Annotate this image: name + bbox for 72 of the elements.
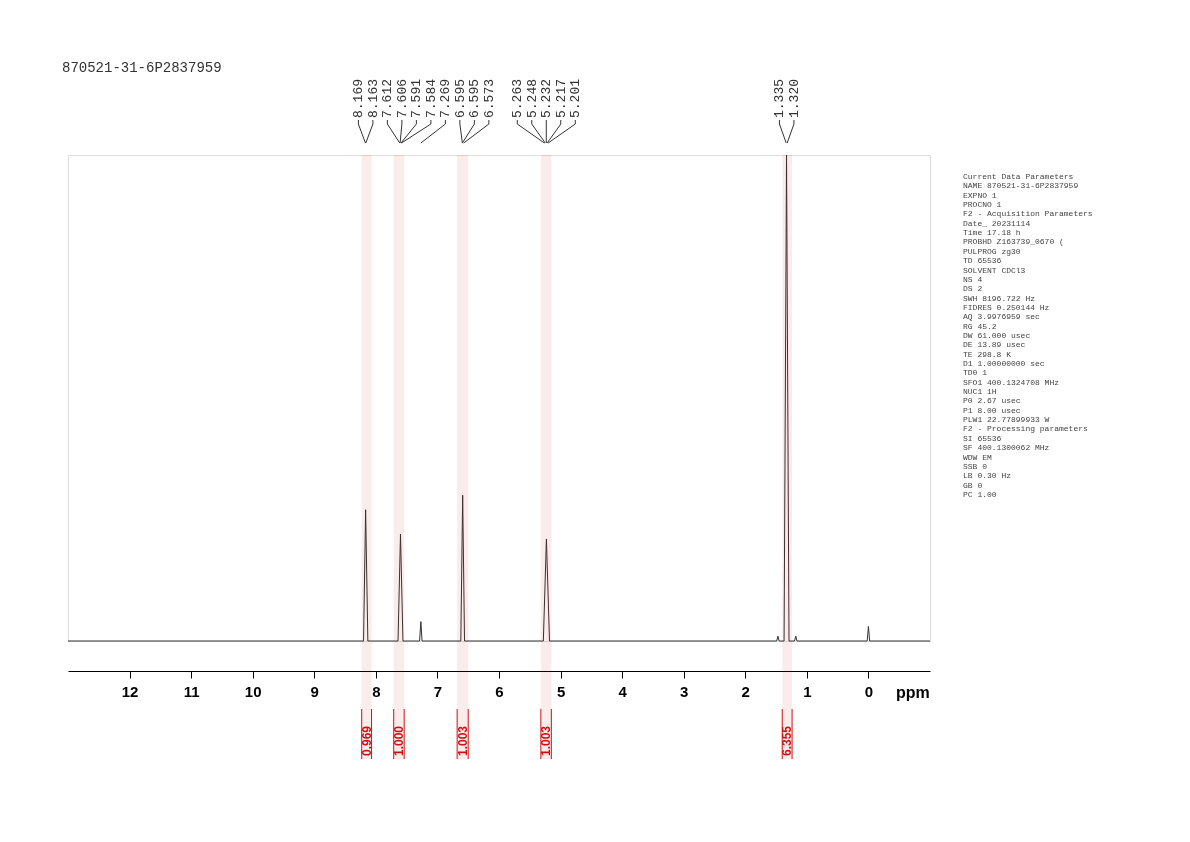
text: 6.573 <box>481 78 497 118</box>
x-tick-label: 1 <box>803 682 812 700</box>
text: Date_ 20231114 <box>963 218 1031 228</box>
x-tick-label: 7 <box>433 682 443 700</box>
text: 5.248 <box>524 78 540 118</box>
text: PLW1 22.77899933 W <box>963 415 1050 425</box>
text: 7.584 <box>423 78 439 118</box>
text: PROCNO 1 <box>963 200 1002 210</box>
text: DS 2 <box>963 284 983 294</box>
x-tick-label: 4 <box>618 682 628 700</box>
band-label: 1.003 <box>539 725 554 757</box>
x-tick-label: 3 <box>680 682 689 700</box>
x-tick-label: 2 <box>741 682 750 700</box>
text: 7.269 <box>438 78 454 118</box>
x-tick-label: 10 <box>244 682 262 700</box>
text: TD 65536 <box>963 256 1002 266</box>
text: 1.335 <box>772 78 788 118</box>
text: NUC1 1H <box>963 387 997 397</box>
text: SFO1 400.1324708 MHz <box>963 377 1060 387</box>
text: 7.606 <box>394 78 410 118</box>
text: 8.163 <box>365 78 381 118</box>
text: 5.263 <box>510 78 526 118</box>
chart-title: 870521-31-6P2837959 <box>62 60 222 76</box>
text: 8.169 <box>351 78 367 118</box>
text: SWH 8196.722 Hz <box>963 293 1036 303</box>
text: P1 8.00 usec <box>963 405 1021 415</box>
text: 7.612 <box>380 78 396 118</box>
text: F2 - Processing parameters <box>963 424 1089 434</box>
text: 5.232 <box>539 78 555 118</box>
text: WDW EM <box>963 452 992 462</box>
text: NS 4 <box>963 274 983 284</box>
text: SOLVENT CDCl3 <box>963 265 1026 275</box>
text: NAME 870521-31-6P2837959 <box>963 181 1079 191</box>
band-label: 6.355 <box>780 725 795 757</box>
text: 1.320 <box>786 78 802 118</box>
x-tick-label: 6 <box>495 682 504 700</box>
text: 5.217 <box>553 78 569 118</box>
x-tick-label: 9 <box>310 682 319 700</box>
band-label: 1.000 <box>391 725 406 757</box>
x-tick-label: 11 <box>183 682 200 700</box>
band-label: 0.969 <box>359 725 374 757</box>
text: 7.591 <box>409 78 425 118</box>
text: 5.201 <box>568 78 584 118</box>
x-axis-title: ppm <box>896 684 930 701</box>
text: SI 65536 <box>963 433 1002 443</box>
x-tick-label: 5 <box>556 682 566 700</box>
text: SF 400.1300062 MHz <box>963 443 1050 453</box>
text: PC 1.00 <box>963 489 997 499</box>
text: AQ 3.9976959 sec <box>963 312 1041 322</box>
text: DE 13.89 usec <box>963 340 1026 350</box>
text: 6.595 <box>467 78 483 118</box>
text: EXPNO 1 <box>963 190 997 200</box>
x-tick-label: 0 <box>864 682 874 700</box>
text: DW 61.000 usec <box>963 330 1031 340</box>
text: LB 0.30 Hz <box>963 471 1012 481</box>
text: SSB 0 <box>963 461 988 471</box>
text: D1 1.00000000 sec <box>963 359 1045 368</box>
text: TE 298.8 K <box>963 349 1012 359</box>
text: F2 - Acquisition Parameters <box>963 209 1093 219</box>
text: RG 45.2 <box>963 321 997 331</box>
text: GB 0 <box>963 480 983 490</box>
band-label: 1.003 <box>455 725 470 757</box>
text: TD0 1 <box>963 368 988 378</box>
x-tick-label: 12 <box>121 682 139 700</box>
text: PROBHD Z163739_0670 ( <box>963 237 1064 247</box>
text: Time 17.18 h <box>963 228 1021 238</box>
text: FIDRES 0.250144 Hz <box>963 302 1050 312</box>
x-tick-label: 8 <box>372 682 381 700</box>
text: Current Data Parameters <box>963 172 1074 181</box>
text: P0 2.67 usec <box>963 396 1021 406</box>
text: PULPROG zg30 <box>963 246 1021 256</box>
text: 6.595 <box>452 78 468 118</box>
